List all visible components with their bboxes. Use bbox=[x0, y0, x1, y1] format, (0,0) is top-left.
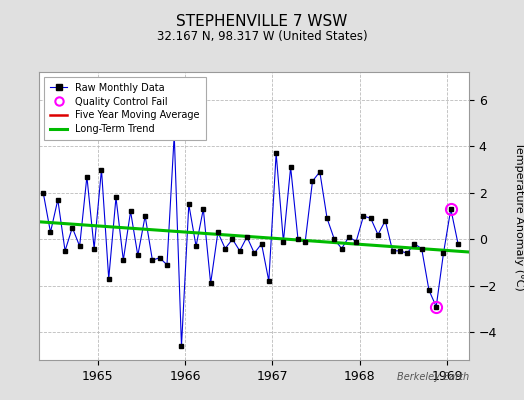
Text: 32.167 N, 98.317 W (United States): 32.167 N, 98.317 W (United States) bbox=[157, 30, 367, 43]
Text: Berkeley Earth: Berkeley Earth bbox=[397, 372, 469, 382]
Text: STEPHENVILLE 7 WSW: STEPHENVILLE 7 WSW bbox=[176, 14, 348, 29]
Y-axis label: Temperature Anomaly (°C): Temperature Anomaly (°C) bbox=[514, 142, 524, 290]
Legend: Raw Monthly Data, Quality Control Fail, Five Year Moving Average, Long-Term Tren: Raw Monthly Data, Quality Control Fail, … bbox=[44, 77, 205, 140]
